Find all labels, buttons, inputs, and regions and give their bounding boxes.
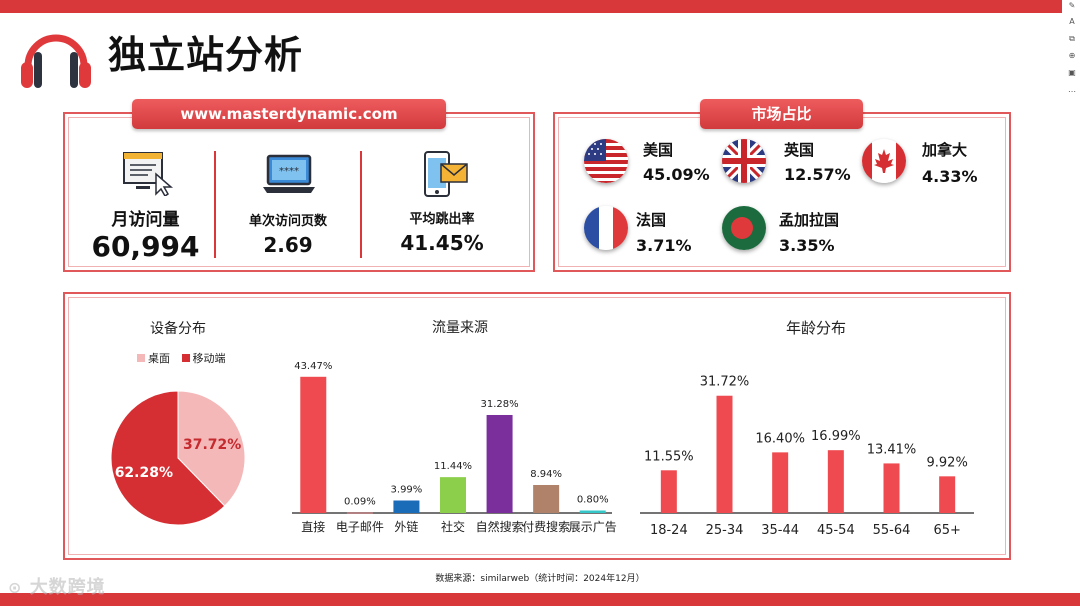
bar-展示广告 [579,510,606,513]
legend-swatch-mobile [181,354,190,362]
country-share-usa: 45.09% [643,165,710,184]
bangladesh-flag-icon [722,206,766,250]
age-chart-title: 年龄分布 [785,319,846,337]
bar-category-label: 付费搜索 [522,519,570,534]
bar-社交 [440,477,466,513]
bar-18-24 [660,470,677,513]
bounce-rate-label: 平均跳出率 [409,212,475,227]
device-chart-title: 设备分布 [150,321,206,337]
watermark: ⊙ 大数跨境 [8,573,106,599]
bar-category-label: 外链 [394,519,418,534]
canada-flag-icon [862,139,906,183]
watermark-logo-icon: ⊙ [8,578,23,597]
pie-slice-mobile [110,390,226,526]
image-tool-icon[interactable]: ▣ [1068,68,1076,77]
bar-付费搜索 [533,484,560,513]
bar-value-label: 0.80% [577,494,609,505]
bar-55-64 [883,463,900,513]
side-toolbar: ✎ A ⧉ ⊕ ▣ ⋯ [1064,0,1080,110]
pie-slice-desktop [177,390,246,507]
bar-value-label: 11.55% [644,449,694,464]
data-source-note: 数据来源：similarweb（统计时间：2024年12月） [435,574,645,584]
bar-value-label: 16.40% [755,431,805,446]
bar-value-label: 9.92% [927,455,968,470]
metrics-divider [214,151,216,258]
bar-category-label: 65+ [933,523,960,538]
bar-45-54 [827,450,844,513]
country-name-france: 法国 [636,211,667,229]
bar-category-label: 展示广告 [569,520,617,534]
website-domain-pill: www.masterdynamic.com [132,99,446,129]
bar-value-label: 43.47% [294,361,332,372]
country-name-usa: 美国 [643,141,674,159]
bar-category-label: 直接 [301,519,325,534]
legend-swatch-desktop [137,354,145,362]
age-bar-chart: 11.55% 18-24 31.72% 25-34 16.40% 35-44 16.99% 4… [640,375,974,538]
country-name-canada: 加拿大 [922,141,968,159]
bar-自然搜索 [486,414,513,513]
uk-flag-icon [722,139,766,183]
bar-category-label: 社交 [441,519,465,534]
country-name-bangladesh: 孟加拉国 [779,211,840,229]
page-title: 独立站分析 [108,33,304,77]
bar-value-label: 3.99% [391,484,423,495]
charts-panel [63,292,1011,560]
top-accent-bar [0,0,1062,13]
laptop-icon: **** [263,154,315,193]
bar-35-44 [772,452,789,513]
bottom-accent-bar [0,593,1080,606]
metrics-divider [360,151,362,258]
pages-per-visit-label: 单次访问页数 [248,214,327,229]
country-share-uk: 12.57% [784,165,851,184]
bar-category-label: 35-44 [761,523,799,538]
market-share-pill: 市场占比 [700,99,863,129]
bar-65+ [939,476,956,513]
bar-category-label: 55-64 [873,523,911,538]
monthly-visits-value: 60,994 [91,230,200,263]
traffic-bar-chart: 43.47% 直接 0.09% 电子邮件 3.99% 外链 11.44% 社交 31.28% 自然… [292,361,617,534]
bar-25-34 [716,395,733,513]
bar-value-label: 16.99% [811,429,861,444]
headphones-icon [21,34,91,88]
zoom-tool-icon[interactable]: ⊕ [1068,51,1076,60]
device-legend: 桌面 移动端 [137,350,226,366]
pointer-tool-icon[interactable]: ✎ [1068,1,1076,10]
bar-category-label: 自然搜索 [476,519,524,534]
bounce-rate-value: 41.45% [400,231,484,255]
country-name-uk: 英国 [784,141,815,159]
traffic-chart-title: 流量来源 [432,320,488,336]
pages-per-visit-value: 2.69 [263,233,313,257]
france-flag-icon [584,206,628,250]
bar-category-label: 电子邮件 [336,520,384,534]
bar-直接 [300,376,327,513]
phone-mail-icon [424,151,468,197]
bar-category-label: 25-34 [706,523,744,538]
country-share-canada: 4.33% [922,167,978,186]
bar-category-label: 45-54 [817,523,855,538]
bar-value-label: 0.09% [344,497,376,508]
pie-label-mobile: 62.28% [115,465,173,481]
bar-value-label: 31.72% [700,375,750,390]
country-share-france: 3.71% [636,236,692,255]
bar-电子邮件 [346,512,373,514]
pie-label-desktop: 37.72% [183,437,241,453]
bar-value-label: 31.28% [481,399,519,410]
usa-flag-icon [584,139,628,183]
text-tool-icon[interactable]: A [1069,17,1075,26]
country-share-bangladesh: 3.35% [779,236,835,255]
bar-value-label: 11.44% [434,461,472,472]
monthly-visits-label: 月访问量 [111,210,180,230]
bar-category-label: 18-24 [650,523,688,538]
svg-text:****: **** [279,166,299,177]
watermark-text: 大数跨境 [29,577,106,598]
bar-value-label: 13.41% [867,442,917,457]
legend-label-desktop: 桌面 [148,352,170,365]
bar-外链 [393,500,420,513]
copy-tool-icon[interactable]: ⧉ [1069,34,1075,43]
legend-label-mobile: 移动端 [192,352,226,365]
bar-value-label: 8.94% [530,469,562,480]
device-pie-chart: 37.72% 62.28% [110,390,246,526]
more-tool-icon[interactable]: ⋯ [1068,87,1076,96]
monitor-document-icon [123,152,174,196]
